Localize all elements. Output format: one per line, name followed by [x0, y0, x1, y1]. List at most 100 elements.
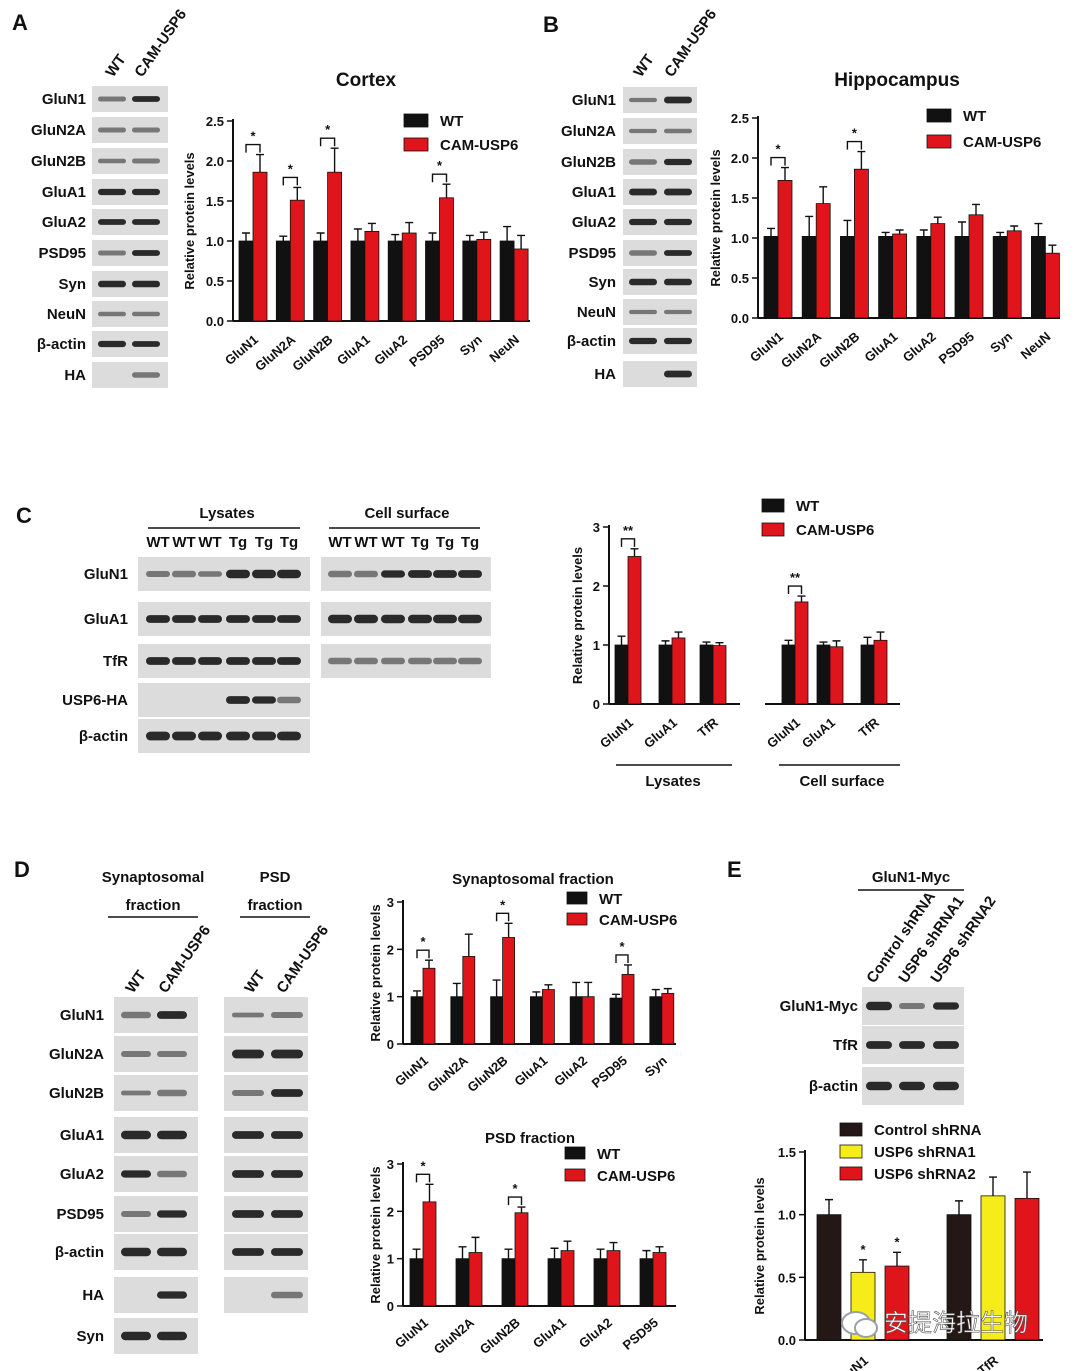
- y-tick-label: 0.5: [731, 271, 749, 286]
- y-tick-label: 1.5: [206, 194, 224, 209]
- bar-cam-usp6-glua1: [671, 637, 686, 705]
- panel-label-a: A: [12, 10, 28, 35]
- blot-d-band: [232, 1131, 264, 1139]
- x-tick-label: GluN1: [392, 1315, 431, 1351]
- error-bar: [584, 981, 593, 997]
- blot-a-band: [132, 250, 160, 256]
- blot-c-band: [458, 570, 482, 578]
- blot-c-band: [146, 657, 170, 665]
- y-tick-label: 1.5: [731, 191, 749, 206]
- blot-b-band: [629, 337, 657, 345]
- panel-label-e: E: [727, 857, 742, 882]
- blot-d-band: [121, 1011, 151, 1019]
- legend-swatch: [566, 912, 588, 926]
- error-bar: [843, 219, 852, 237]
- blot-b-row-label: PSD95: [568, 245, 616, 262]
- blot-b-band: [664, 278, 692, 286]
- blot-d-band: [271, 1291, 303, 1299]
- legend-swatch: [926, 108, 952, 123]
- blot-c-lane-label: WT: [146, 534, 169, 551]
- y-tick-label: 3: [593, 520, 600, 535]
- error-bar: [563, 1240, 572, 1251]
- significance-star: **: [790, 570, 801, 585]
- blot-e-band: [866, 1001, 892, 1011]
- bar-cam-usp6-glua2: [930, 223, 946, 319]
- legend-label: CAM-USP6: [440, 137, 518, 154]
- blot-c-band: [354, 570, 378, 578]
- blot-c-band: [433, 570, 457, 578]
- blot-a-band: [132, 188, 160, 196]
- error-bar: [702, 641, 711, 645]
- y-axis-label: Relative protein levels: [368, 1166, 383, 1303]
- bar-wt-glun2a: [801, 235, 817, 319]
- blot-c-band: [226, 569, 250, 579]
- bar-control-shrna-tfr: [946, 1214, 972, 1341]
- blot-c-band: [458, 614, 482, 624]
- blot-d-band: [232, 1012, 264, 1018]
- blot-c-band: [226, 731, 250, 741]
- blot-b-band: [629, 128, 657, 134]
- bar-cam-usp6-glun1: [422, 967, 436, 1045]
- error-bar: [919, 229, 928, 237]
- y-tick-label: 0: [387, 1037, 394, 1052]
- error-bar: [279, 235, 288, 241]
- legend-swatch: [839, 1144, 863, 1159]
- blot-panel-a: GluN1 GluN2A GluN2B GluA1 GluA2 PSD95 Syn NeuN β…: [31, 6, 190, 388]
- blot-d-band: [157, 1291, 187, 1299]
- error-bar: [655, 1246, 664, 1253]
- blot-d-band: [271, 1210, 303, 1218]
- blot-e-header: GluN1-Myc: [872, 869, 950, 886]
- legend-swatch: [564, 1168, 586, 1182]
- y-tick-label: 3: [387, 1157, 394, 1172]
- blot-a-band: [98, 188, 126, 196]
- blot-a-band: [98, 158, 126, 164]
- error-bar: [517, 234, 526, 249]
- y-tick-label: 2.5: [731, 111, 749, 126]
- bar-cam-usp6-neun: [513, 248, 529, 322]
- bar-cam-usp6-glun2b: [502, 937, 516, 1045]
- x-tick-label: GluA1: [530, 1315, 569, 1351]
- blot-d-group-sub: fraction: [125, 897, 180, 914]
- blot-d-row-label: β-actin: [55, 1244, 104, 1261]
- error-bar: [458, 1246, 467, 1259]
- watermark: 安提海拉生物: [841, 1309, 1028, 1338]
- y-tick-label: 1.0: [206, 234, 224, 249]
- blot-a-row-label: β-actin: [37, 336, 86, 353]
- error-bar: [876, 631, 885, 641]
- legend-swatch: [761, 498, 785, 513]
- blot-a-band: [98, 340, 126, 348]
- x-tick-label: GluN2B: [816, 329, 862, 371]
- bar-wt-psd95: [425, 240, 440, 322]
- bar-wt-tfr: [699, 644, 714, 705]
- blot-d-row-label: Syn: [76, 1328, 104, 1345]
- blot-c-band: [172, 731, 196, 741]
- blot-c-band: [252, 615, 276, 623]
- x-tick-label: Syn: [642, 1053, 670, 1080]
- bar-cam-usp6-syn: [1006, 230, 1022, 319]
- legend-label: USP6 shRNA2: [874, 1166, 976, 1183]
- blot-d-band: [157, 1130, 187, 1140]
- error-bar: [661, 640, 670, 645]
- bar-cam-usp6-syn: [476, 238, 492, 322]
- blot-b-band: [664, 309, 692, 315]
- legend-label: WT: [796, 498, 819, 515]
- blot-c-group: Lysates: [199, 505, 254, 522]
- x-tick-label: PSD95: [406, 332, 447, 370]
- blot-b-band: [629, 309, 657, 315]
- blot-b-row-label: HA: [594, 366, 616, 383]
- x-tick-label: GluN2A: [778, 328, 825, 371]
- panel-label-c: C: [16, 503, 32, 528]
- bar-wt-glun2a: [455, 1258, 470, 1307]
- blot-c-band: [198, 657, 222, 665]
- legend-swatch: [839, 1122, 863, 1137]
- blot-b-band: [629, 278, 657, 286]
- blot-d-band: [271, 1131, 303, 1139]
- chart-title: Cortex: [336, 70, 397, 91]
- blot-d-band: [232, 1049, 264, 1059]
- blot-c-group: Cell surface: [364, 505, 449, 522]
- wechat-icon: [841, 1311, 878, 1338]
- blot-a-band: [98, 311, 126, 317]
- error-bar: [767, 227, 775, 237]
- legend-label: WT: [963, 108, 986, 125]
